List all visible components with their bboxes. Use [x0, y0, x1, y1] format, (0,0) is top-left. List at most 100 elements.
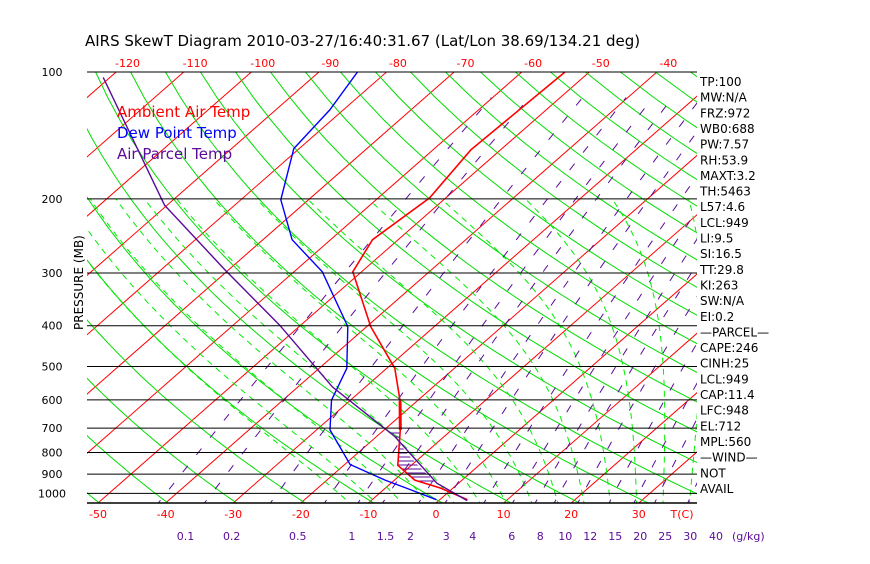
- index-item: EI:0.2: [700, 310, 734, 324]
- dry-adiabat-line: [376, 72, 870, 507]
- legend-item: Air Parcel Temp: [117, 145, 232, 163]
- index-item: MPL:560: [700, 435, 751, 449]
- pressure-tick-label: 400: [42, 320, 63, 333]
- bottom-temp-tick-label: 10: [497, 508, 511, 521]
- mixing-ratio-line: [552, 98, 807, 507]
- top-temp-tick-label: -90: [321, 57, 339, 70]
- chart-title: AIRS SkewT Diagram 2010-03-27/16:40:31.6…: [85, 32, 640, 50]
- index-item: KI:263: [700, 278, 738, 292]
- dry-adiabat-line: [795, 72, 870, 507]
- legend: Ambient Air Temp Dew Point Temp Air Parcel…: [117, 103, 250, 163]
- moist-adiabat-line: [90, 199, 405, 507]
- pressure-tick-label: 900: [42, 468, 63, 481]
- index-item: RH:53.9: [700, 153, 748, 167]
- moist-adiabat-line: [214, 199, 508, 507]
- mixing-ratio-tick-label: 1.5: [377, 530, 395, 543]
- index-item: —WIND—: [700, 451, 758, 465]
- top-temp-tick-label: -50: [592, 57, 610, 70]
- index-item: AVAIL: [700, 482, 734, 496]
- mixing-ratio-line: [443, 98, 722, 507]
- moist-adiabat-line: [307, 199, 559, 507]
- pressure-tick-label: 700: [42, 422, 63, 435]
- index-item: LCL:949: [700, 372, 749, 386]
- mixing-ratio-tick-label: 0.1: [177, 530, 195, 543]
- mixing-ratio-line: [202, 98, 529, 507]
- pressure-tick-label: 200: [42, 193, 63, 206]
- mixing-ratio-line: [416, 98, 701, 507]
- bottom-temp-tick-label: 20: [564, 508, 578, 521]
- index-item: CINH:25: [700, 357, 749, 371]
- moist-adiabat-line: [257, 199, 534, 507]
- mixing-ratio-unit-label: (g/kg): [732, 530, 765, 543]
- legend-item: Ambient Air Temp: [117, 103, 250, 121]
- index-item: TH:5463: [699, 185, 751, 199]
- moist-adiabat-line: [67, 199, 380, 507]
- pressure-tick-label: 500: [42, 361, 63, 374]
- bottom-temp-tick-label: -50: [89, 508, 107, 521]
- stability-indices: TP:100MW:N/AFRZ:972WB0:688PW:7.57RH:53.9…: [699, 75, 769, 496]
- bottom-temp-tick-label: -40: [157, 508, 175, 521]
- dry-adiabat-line: [830, 72, 870, 507]
- dry-adiabat-line: [655, 72, 870, 507]
- pressure-tick-label: 800: [42, 447, 63, 460]
- top-temp-tick-label: -100: [250, 57, 275, 70]
- mixing-ratio-tick-label: 10: [558, 530, 572, 543]
- dry-adiabat-line: [306, 72, 870, 507]
- mixing-ratio-tick-label: 6: [508, 530, 515, 543]
- index-item: LFC:948: [700, 404, 749, 418]
- mixing-ratio-tick-label: 3: [443, 530, 450, 543]
- isotherm-line: [635, 53, 870, 507]
- dry-adiabat-line: [236, 72, 863, 507]
- mixing-ratio-tick-label: 4: [469, 530, 476, 543]
- y-axis-label: PRESSURE (MB): [72, 235, 86, 330]
- pressure-tick-label: 600: [42, 394, 63, 407]
- top-temp-tick-label: -120: [115, 57, 140, 70]
- index-item: —PARCEL—: [700, 325, 769, 339]
- isotherm-line: [364, 53, 870, 507]
- bottom-temp-tick-label: -10: [359, 508, 377, 521]
- mixing-ratio-tick-label: 15: [608, 530, 622, 543]
- dry-adiabat-line: [0, 72, 35, 507]
- isotherm-line: [229, 53, 746, 507]
- mixing-ratio-tick-label: 12: [583, 530, 597, 543]
- mixing-ratio-tick-label: 2: [407, 530, 414, 543]
- bottom-temp-tick-label: -20: [292, 508, 310, 521]
- mixing-ratio-tick-label: 25: [658, 530, 672, 543]
- dry-adiabat-line: [341, 72, 870, 507]
- bottom-temp-tick-label: 0: [433, 508, 440, 521]
- bottom-temp-tick-label: 30: [632, 508, 646, 521]
- index-item: MAXT:3.2: [700, 169, 756, 183]
- top-temp-tick-label: -60: [524, 57, 542, 70]
- dry-adiabat-line: [0, 72, 104, 507]
- top-temp-tick-label: -80: [389, 57, 407, 70]
- index-item: TP:100: [699, 75, 742, 89]
- isotherm-line: [26, 53, 543, 507]
- mixing-ratio-tick-label: 30: [683, 530, 697, 543]
- index-item: FRZ:972: [700, 106, 750, 120]
- index-item: TT:29.8: [699, 263, 744, 277]
- index-item: CAPE:246: [700, 341, 758, 355]
- mixing-ratio-tick-label: 8: [537, 530, 544, 543]
- pressure-tick-label: 100: [42, 66, 63, 79]
- dry-adiabat-line: [271, 72, 870, 507]
- top-temp-tick-label: -70: [457, 57, 475, 70]
- mixing-ratio-tick-label: 40: [709, 530, 723, 543]
- legend-item: Dew Point Temp: [117, 124, 237, 142]
- pressure-tick-label: 300: [42, 267, 63, 280]
- index-item: PW:7.57: [700, 138, 749, 152]
- index-item: SI:16.5: [700, 247, 742, 261]
- mixing-ratio-tick-label: 0.5: [289, 530, 307, 543]
- mixing-ratio-line: [653, 98, 870, 507]
- top-temp-tick-label: -40: [659, 57, 677, 70]
- moist-adiabat-line: [116, 199, 431, 507]
- top-temp-tick-label: -110: [183, 57, 208, 70]
- index-item: LI:9.5: [700, 232, 733, 246]
- mixing-ratio-tick-label: 20: [633, 530, 647, 543]
- index-item: NOT: [700, 466, 726, 480]
- x-axis-label: T(C): [670, 508, 694, 521]
- mixing-ratio-tick-label: 0.2: [223, 530, 241, 543]
- index-item: L57:4.6: [700, 200, 745, 214]
- index-item: WB0:688: [700, 122, 755, 136]
- index-item: EL:712: [700, 419, 741, 433]
